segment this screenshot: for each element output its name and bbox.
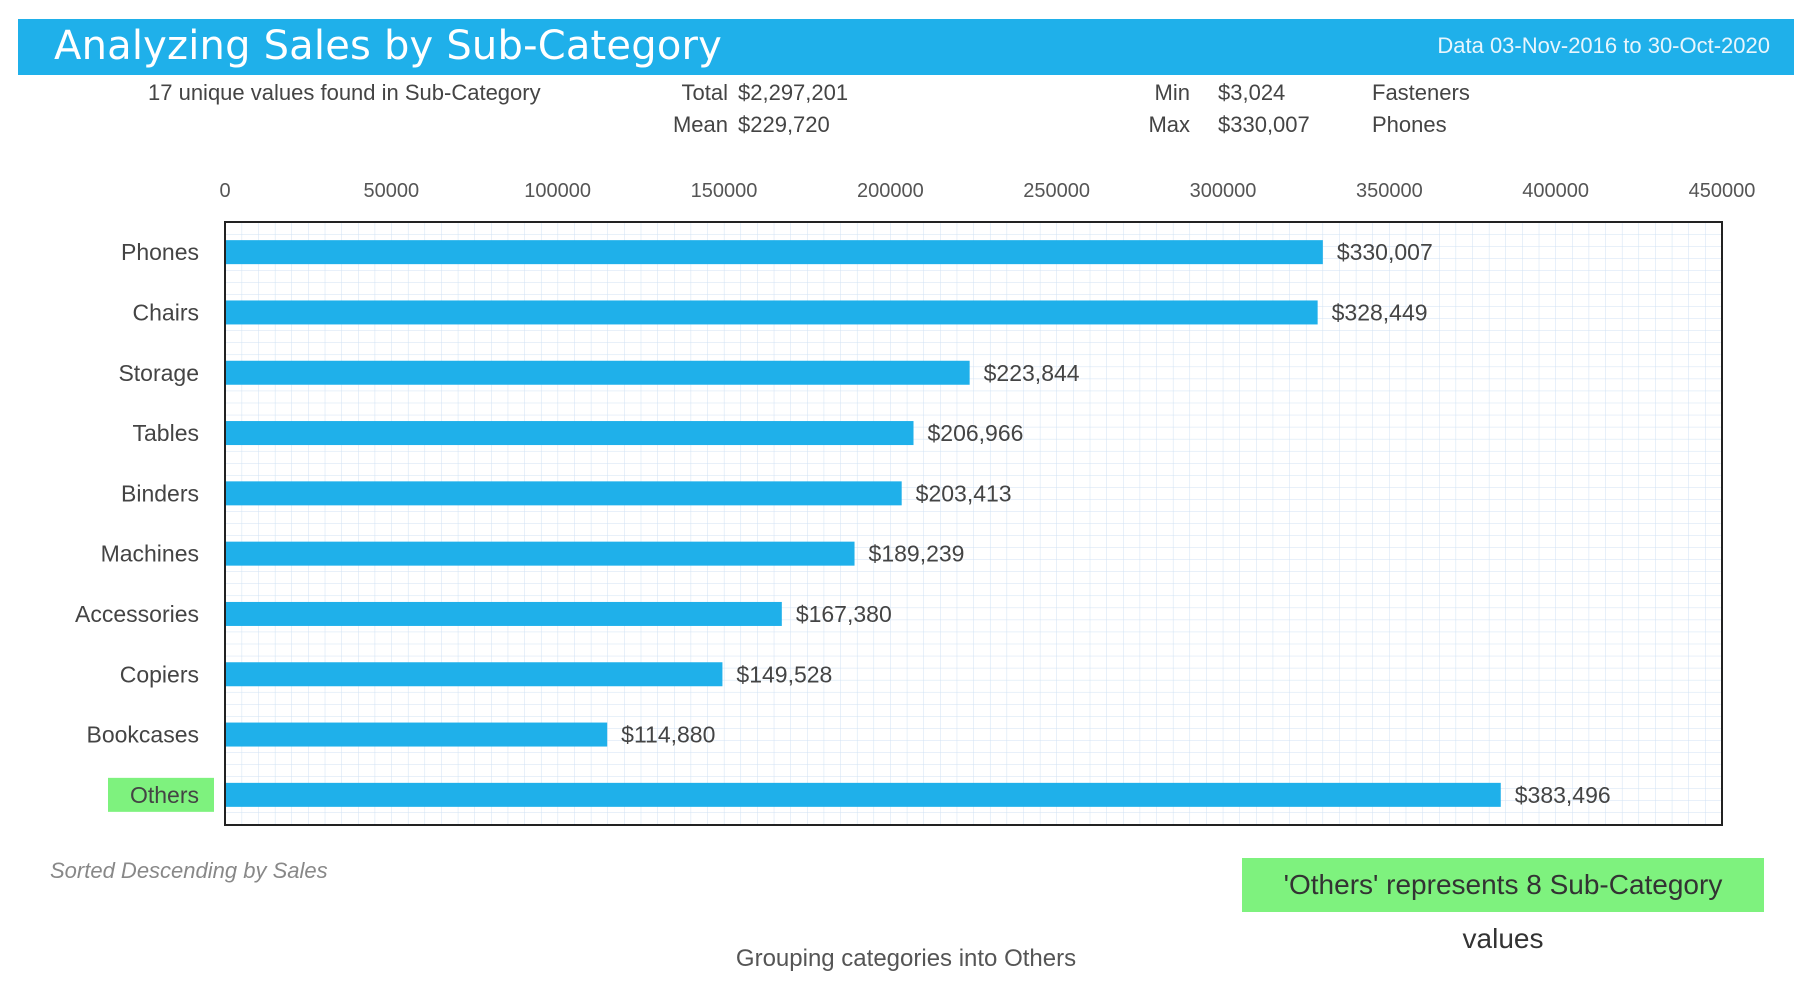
x-tick-label: 150000 [691, 180, 758, 202]
min-value: $3,024 [1218, 80, 1286, 105]
bar-chairs [226, 300, 1318, 325]
category-label: Binders [121, 480, 199, 506]
value-label: $330,007 [1337, 239, 1433, 265]
category-label: Chairs [133, 299, 199, 325]
value-label: $223,844 [984, 360, 1080, 386]
x-tick-label: 300000 [1190, 180, 1257, 202]
value-label: $203,413 [916, 480, 1012, 506]
total-label: Total [681, 80, 728, 105]
bar-machines [226, 541, 855, 566]
min-category: Fasteners [1372, 80, 1470, 105]
bar-others [226, 782, 1501, 807]
category-label: Bookcases [86, 722, 199, 748]
x-tick-label: 400000 [1522, 180, 1589, 202]
x-axis-ticks: 0 50000 100000 150000 200000 250000 300000 3500… [219, 180, 1755, 202]
min-label: Min [1154, 80, 1190, 105]
value-label: $114,880 [621, 722, 715, 748]
max-label: Max [1148, 112, 1190, 137]
bar-binders [226, 481, 902, 506]
category-label: Tables [133, 420, 199, 446]
value-label: $206,966 [928, 420, 1024, 446]
value-label: $149,528 [736, 661, 832, 687]
value-labels: $330,007 $328,449 $223,844 $206,966 $203,413… [621, 239, 1611, 808]
category-label: Copiers [120, 661, 199, 687]
total-value: $2,297,201 [738, 80, 849, 105]
bar-storage [226, 360, 970, 385]
value-label: $167,380 [796, 601, 892, 627]
x-tick-label: 450000 [1689, 180, 1756, 202]
bars [226, 240, 1501, 807]
x-tick-label: 250000 [1023, 180, 1090, 202]
bar-tables [226, 421, 914, 446]
value-label: $383,496 [1515, 782, 1611, 808]
category-label: Machines [101, 541, 199, 567]
value-label: $328,449 [1332, 299, 1428, 325]
category-labels: Phones Chairs Storage Tables Binders Machines… [75, 239, 214, 812]
x-tick-label: 350000 [1356, 180, 1423, 202]
bar-phones [226, 240, 1323, 265]
value-label: $189,239 [869, 541, 965, 567]
mean-label: Mean [672, 112, 728, 137]
bar-accessories [226, 601, 782, 626]
page-title: Analyzing Sales by Sub-Category [54, 23, 723, 69]
x-tick-label: 50000 [364, 180, 420, 202]
category-label: Accessories [75, 601, 199, 627]
header-banner: Analyzing Sales by Sub-Category Data 03-… [18, 19, 1794, 75]
others-note: 'Others' represents 8 Sub-Category value… [1242, 858, 1764, 954]
plot-frame [224, 221, 1723, 826]
figure-caption: Grouping categories into Others [735, 945, 1077, 972]
date-range: Data 03-Nov-2016 to 30-Oct-2020 [1437, 33, 1770, 58]
category-label: Phones [121, 239, 199, 265]
sort-note: Sorted Descending by Sales [50, 858, 328, 883]
category-label: Storage [118, 360, 199, 386]
mean-value: $229,720 [738, 112, 830, 137]
x-tick-label: 200000 [857, 180, 924, 202]
bar-copiers [226, 662, 723, 687]
max-category: Phones [1372, 112, 1447, 137]
max-value: $330,007 [1218, 112, 1310, 137]
category-label: Others [130, 782, 199, 808]
others-label-highlight [108, 777, 214, 812]
x-tick-label: 100000 [524, 180, 591, 202]
x-tick-label: 0 [219, 180, 230, 202]
bar-bookcases [226, 722, 608, 747]
unique-values-text: 17 unique values found in Sub-Category [148, 80, 541, 105]
